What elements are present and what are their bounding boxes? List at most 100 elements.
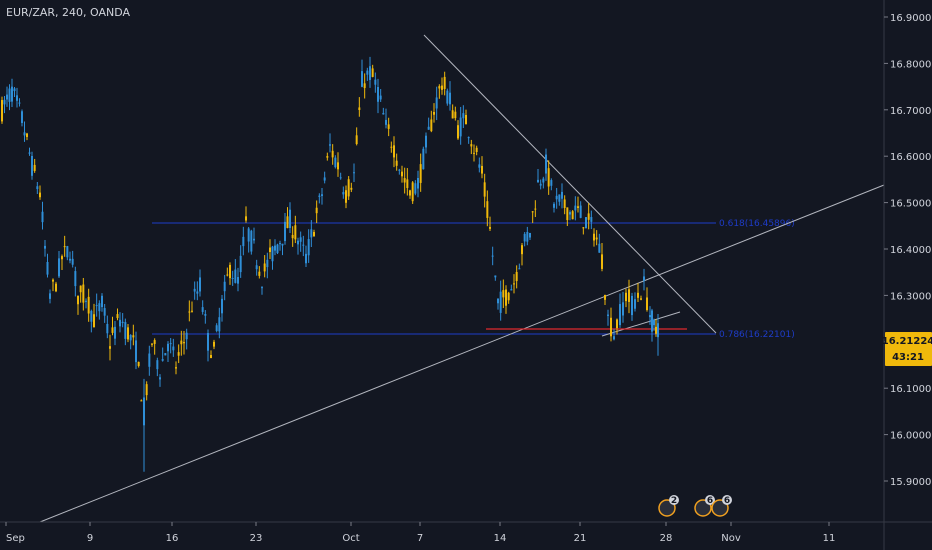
candle-body xyxy=(561,191,563,199)
trendlines[interactable] xyxy=(39,34,885,523)
event-badges[interactable]: 2 6 6 xyxy=(658,495,732,517)
candles xyxy=(1,56,659,472)
candle-body xyxy=(601,254,603,269)
candle xyxy=(649,306,651,325)
candle xyxy=(422,146,425,170)
candle xyxy=(28,147,31,156)
candle-body xyxy=(585,217,587,229)
candle-body xyxy=(337,162,339,170)
candle xyxy=(255,259,258,276)
candle-body xyxy=(318,195,321,197)
candle xyxy=(610,307,612,342)
price-axis[interactable]: 16.90000 16.80000 16.70000 16.60000 16.50000… xyxy=(883,0,932,550)
candle-body xyxy=(529,232,531,238)
candle-body xyxy=(310,229,313,238)
candle xyxy=(350,182,353,193)
candle-body xyxy=(613,336,615,340)
candle-body xyxy=(523,233,526,242)
candle-body xyxy=(85,300,87,302)
candle-body xyxy=(643,276,645,281)
candle-body xyxy=(90,310,93,322)
candle-body xyxy=(385,119,387,125)
candle-body xyxy=(226,274,229,276)
time-tick-label: 7 xyxy=(417,533,423,544)
candle-body xyxy=(161,359,164,361)
candle-body xyxy=(93,314,95,328)
candle xyxy=(313,229,315,237)
candle-body xyxy=(31,155,33,176)
candle-body xyxy=(403,178,406,183)
candle-body xyxy=(331,150,334,158)
candle-body xyxy=(299,237,302,242)
candle-body xyxy=(215,325,218,331)
candle xyxy=(129,334,132,350)
candle-body xyxy=(140,400,143,402)
candle xyxy=(291,226,294,247)
candle xyxy=(491,246,494,266)
candle xyxy=(631,292,633,321)
time-tick-label: 23 xyxy=(250,533,263,544)
time-axis[interactable]: Sep 9 16 23 Oct 7 14 21 28 Nov 11 xyxy=(0,521,932,544)
candle xyxy=(499,280,502,321)
candle xyxy=(414,180,417,196)
candle xyxy=(204,310,207,324)
candle xyxy=(531,211,534,224)
candle-body xyxy=(8,88,11,102)
candle xyxy=(628,279,630,314)
candle xyxy=(470,139,473,155)
candle-body xyxy=(430,119,433,132)
candle-body xyxy=(6,94,8,100)
candle-body xyxy=(637,292,639,298)
candle-body xyxy=(604,295,606,300)
candle-body xyxy=(188,311,191,313)
candle xyxy=(561,183,563,209)
candle xyxy=(153,338,156,355)
candle-body xyxy=(590,217,593,222)
candle xyxy=(601,243,603,272)
candle xyxy=(318,193,321,204)
candle xyxy=(467,136,470,144)
candle-body xyxy=(250,230,253,252)
candle-body xyxy=(558,194,561,202)
candle-body xyxy=(446,90,449,104)
candle-body xyxy=(156,360,159,370)
candle xyxy=(161,347,164,362)
candle xyxy=(486,190,489,227)
candle-body xyxy=(258,271,261,276)
candle-body xyxy=(574,205,577,211)
candle xyxy=(1,96,3,124)
candle xyxy=(289,202,291,233)
candle-body xyxy=(82,284,85,303)
candle xyxy=(619,293,621,328)
candle-body xyxy=(454,111,457,119)
ascending-trendline xyxy=(39,184,885,523)
candle-body xyxy=(191,310,193,312)
candle xyxy=(286,207,289,229)
candle-body xyxy=(106,323,109,334)
candle-body xyxy=(526,231,529,242)
candle-body xyxy=(622,302,624,316)
candle-body xyxy=(406,179,409,189)
candle-body xyxy=(491,255,494,257)
candle-body xyxy=(1,100,3,122)
candle xyxy=(419,153,422,192)
candle-body xyxy=(291,234,294,239)
candle-body xyxy=(646,297,648,311)
candle xyxy=(106,315,109,339)
candle-body xyxy=(550,180,553,186)
candle xyxy=(124,318,127,346)
candle xyxy=(294,215,297,244)
candle xyxy=(569,210,571,221)
candle xyxy=(302,235,305,257)
candle xyxy=(188,300,191,322)
candle-body xyxy=(409,190,411,196)
candle xyxy=(175,361,177,375)
candle-body xyxy=(393,145,395,158)
candle-body xyxy=(213,341,215,347)
candle-body xyxy=(193,288,196,292)
candle xyxy=(653,318,655,331)
candle xyxy=(449,81,451,111)
candle xyxy=(140,399,143,402)
candle-body xyxy=(274,245,276,251)
